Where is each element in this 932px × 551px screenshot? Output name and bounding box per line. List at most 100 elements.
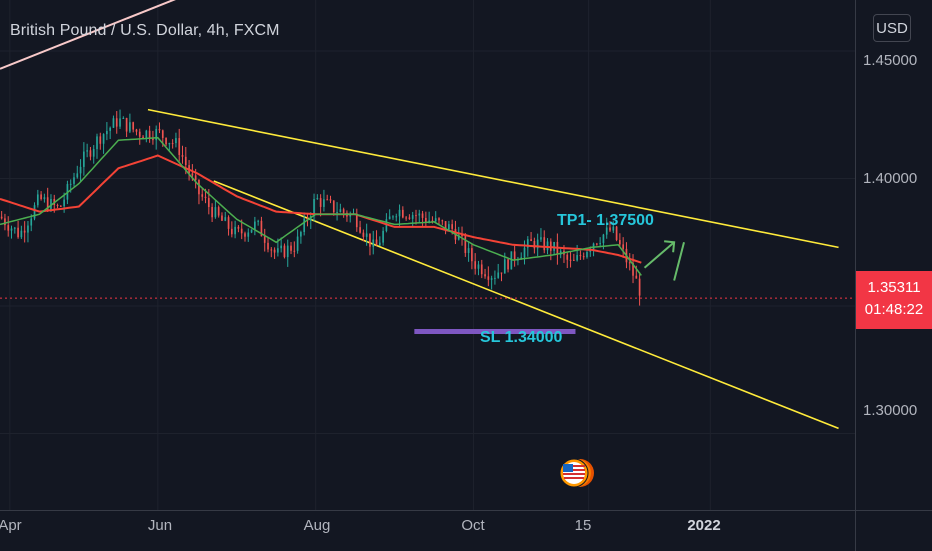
- candle-body-down: [619, 239, 621, 245]
- time-label: Aug: [303, 517, 331, 534]
- candle-body-up: [33, 205, 36, 219]
- candle-body-down: [178, 138, 181, 155]
- candle-body-down: [211, 206, 213, 218]
- candle-body-up: [129, 122, 131, 132]
- candle-body-up: [586, 251, 588, 258]
- candle-body-up: [73, 177, 75, 184]
- candle-body-down: [23, 230, 26, 233]
- candle-body-up: [300, 232, 302, 237]
- current-price-badge: 1.35311 01:48:22: [856, 271, 932, 329]
- candle-body-down: [632, 263, 634, 276]
- candle-body-up: [79, 166, 82, 174]
- candle-body-down: [569, 259, 572, 261]
- candle-body-down: [415, 215, 417, 217]
- candle-body-down: [425, 217, 427, 223]
- price-tick: 1.45000: [863, 52, 918, 69]
- candle-body-down: [461, 234, 463, 237]
- candle-body-down: [405, 217, 407, 219]
- candle-body-down: [471, 248, 473, 262]
- chart-plot-area[interactable]: [0, 0, 855, 510]
- take-profit-label[interactable]: TP1- 1.37500: [557, 212, 654, 229]
- candle-body-up: [86, 150, 88, 152]
- lower-trendline: [213, 180, 839, 430]
- candle-body-down: [549, 241, 552, 251]
- candle-body-down: [283, 245, 286, 258]
- candle-body-up: [122, 117, 125, 119]
- candle-body-up: [257, 220, 259, 222]
- candle-body-down: [217, 207, 220, 216]
- candle-body-down: [441, 220, 444, 222]
- candle-body-down: [480, 264, 483, 275]
- candle-body-up: [602, 234, 605, 244]
- candle-body-down: [451, 224, 454, 229]
- currency-button[interactable]: USD: [873, 14, 911, 42]
- candle-body-down: [148, 130, 151, 139]
- candle-body-down: [161, 130, 164, 138]
- candle-body-down: [260, 220, 263, 237]
- candle-body-up: [119, 118, 121, 127]
- candle-body-up: [418, 213, 421, 216]
- candle-body-down: [184, 156, 187, 166]
- candle-body-up: [43, 197, 46, 200]
- candle-body-down: [152, 138, 154, 141]
- candle-body-down: [89, 150, 92, 157]
- candle-body-up: [76, 173, 79, 178]
- stop-loss-label[interactable]: SL 1.34000: [480, 329, 563, 346]
- candle-body-down: [628, 262, 631, 264]
- take-profit-arrow-head: [664, 240, 676, 253]
- time-axis[interactable]: [0, 510, 855, 551]
- candle-body-down: [17, 227, 19, 238]
- ema-fast-line: [0, 136, 642, 276]
- candle-body-down: [194, 175, 197, 180]
- drawings-layer: [0, 0, 839, 430]
- time-label: Oct: [461, 517, 485, 534]
- candle-body-down: [270, 249, 273, 251]
- symbol-title[interactable]: British Pound / U.S. Dollar, 4h, FXCM: [10, 22, 280, 39]
- candle-body-up: [553, 241, 555, 251]
- candle-body-up: [313, 199, 315, 217]
- price-axis[interactable]: [855, 0, 932, 510]
- candle-body-up: [69, 183, 72, 185]
- candle-body-up: [526, 239, 529, 248]
- candle-body-up: [13, 227, 16, 229]
- candle-body-down: [244, 233, 246, 237]
- candle-body-up: [395, 216, 398, 218]
- grid-lines: [0, 0, 855, 510]
- candle-body-down: [543, 237, 546, 251]
- candle-body-up: [605, 227, 608, 235]
- candle-body-up: [467, 248, 470, 253]
- candle-body-up: [540, 237, 542, 240]
- candle-body-up: [398, 209, 401, 217]
- candle-body-up: [112, 118, 115, 128]
- candle-body-down: [369, 233, 371, 247]
- us-economic-event-icon[interactable]: [558, 455, 594, 491]
- time-label: Jun: [147, 517, 173, 534]
- candle-body-up: [254, 221, 256, 230]
- drawings-front-layer: [414, 240, 685, 334]
- take-profit-arrow-shaft: [643, 241, 675, 269]
- candle-body-down: [355, 213, 358, 228]
- price-tick: 1.30000: [863, 402, 918, 419]
- candle-body-down: [401, 209, 404, 218]
- candle-body-down: [204, 196, 207, 199]
- candle-body-down: [201, 194, 204, 197]
- candle-body-up: [378, 242, 381, 246]
- candle-body-down: [132, 122, 135, 130]
- candle-body-up: [457, 234, 460, 240]
- candle-body-down: [609, 227, 611, 231]
- candle-body-up: [510, 251, 513, 270]
- candle-body-down: [332, 200, 335, 213]
- candle-body-down: [530, 239, 532, 241]
- upper-trendline: [147, 108, 839, 249]
- candle-body-down: [115, 118, 118, 127]
- candle-body-down: [138, 131, 141, 137]
- candle-body-up: [280, 245, 283, 249]
- candle-body-down: [273, 249, 276, 253]
- candle-body-down: [622, 244, 625, 249]
- candle-body-up: [63, 199, 65, 207]
- candle-body-down: [362, 232, 365, 237]
- candle-body-up: [30, 218, 33, 226]
- candle-body-up: [503, 259, 506, 274]
- candle-body-up: [392, 216, 394, 218]
